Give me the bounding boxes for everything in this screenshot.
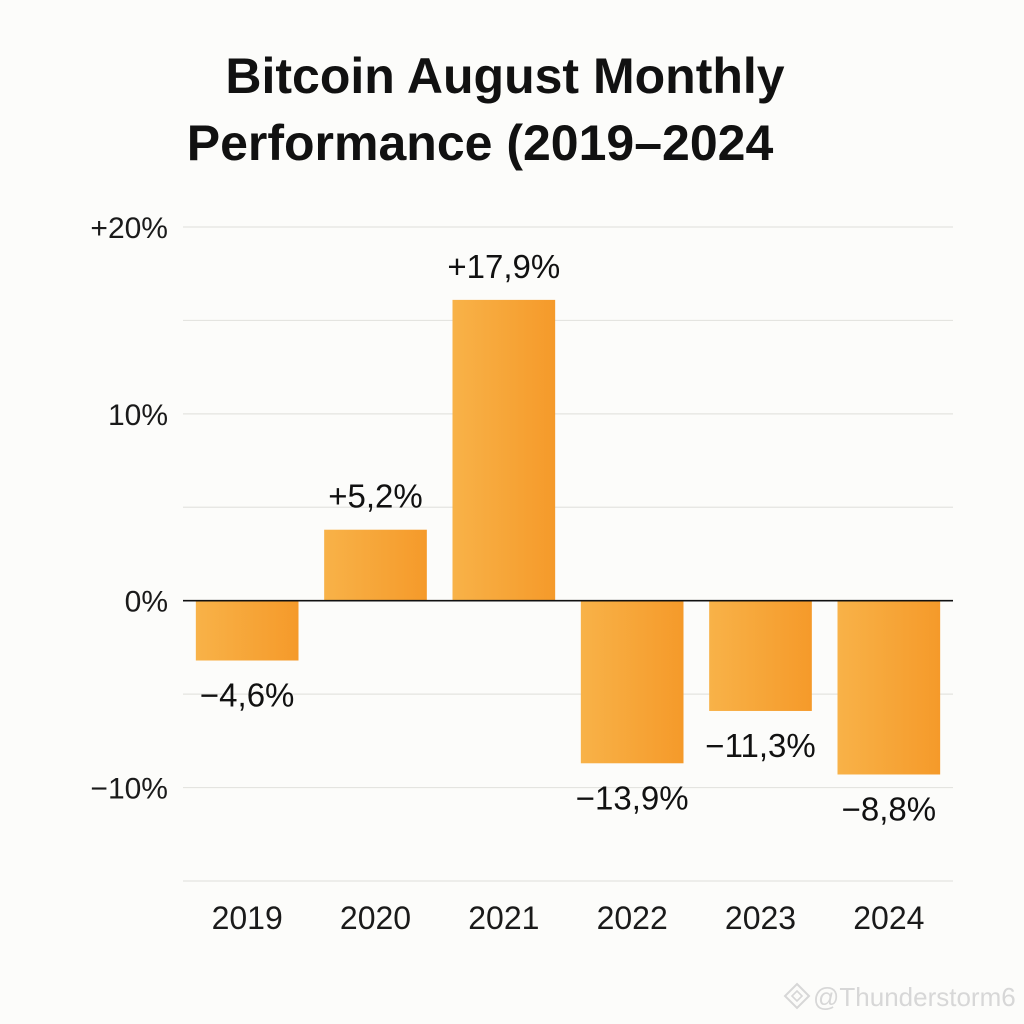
chart-title-line-2: Performance (2019–2024 — [187, 115, 774, 171]
bars — [195, 299, 941, 775]
bar-2024 — [837, 600, 941, 775]
x-category-label: 2021 — [468, 900, 539, 936]
y-tick-label: −10% — [90, 773, 168, 806]
bar-2021 — [452, 299, 556, 601]
gridlines — [183, 226, 953, 882]
bar-2023 — [709, 600, 812, 711]
diamond-logo-icon — [783, 982, 811, 1010]
bar-2020 — [324, 529, 427, 601]
data-label-2021: +17,9% — [447, 248, 560, 285]
watermark: @Thunderstorm6 — [783, 982, 1016, 1012]
x-category-label: 2023 — [725, 900, 796, 936]
y-axis-ticks: +20% 10% 0% −10% — [90, 212, 168, 806]
data-label-2024: −8,8% — [842, 790, 937, 827]
x-category-label: 2022 — [597, 900, 668, 936]
data-label-2023: −11,3% — [705, 727, 815, 764]
y-tick-label: 10% — [108, 399, 168, 432]
x-category-label: 2020 — [340, 900, 411, 936]
bar-2022 — [580, 600, 684, 764]
y-tick-label: +20% — [90, 212, 168, 245]
watermark-text: @Thunderstorm6 — [813, 982, 1016, 1012]
data-labels: −4,6% +5,2% +17,9% −13,9% −11,3% −8,8% — [200, 248, 936, 828]
x-axis-categories: 2019 2020 2021 2022 2023 2024 — [212, 900, 925, 936]
data-label-2020: +5,2% — [328, 478, 423, 515]
chart-title-line-1: Bitcoin August Monthly — [225, 48, 784, 104]
bar-2019 — [195, 600, 299, 661]
y-tick-label: 0% — [125, 586, 168, 619]
data-label-2019: −4,6% — [200, 677, 295, 714]
data-label-2022: −13,9% — [576, 779, 689, 816]
x-category-label: 2024 — [853, 900, 924, 936]
x-category-label: 2019 — [212, 900, 283, 936]
